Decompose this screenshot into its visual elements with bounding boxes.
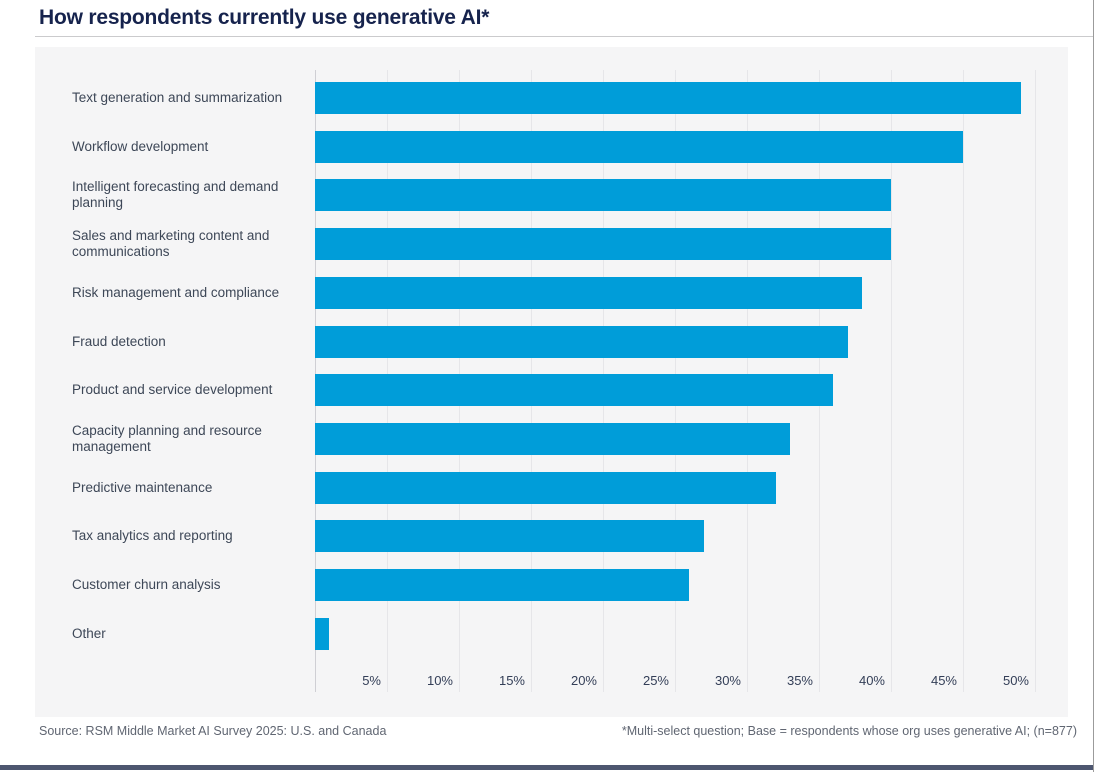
footer-note: *Multi-select question; Base = responden… — [621, 724, 1077, 738]
x-tick-label: 35% — [786, 673, 813, 688]
x-tick-label: 50% — [1002, 673, 1029, 688]
category-label: Risk management and compliance — [72, 284, 280, 300]
category-label: Intelligent forecasting and demand plann… — [72, 179, 279, 211]
category-label: Predictive maintenance — [72, 479, 213, 495]
gridline — [891, 70, 892, 692]
bar — [315, 374, 834, 407]
category-label: Fraud detection — [72, 333, 166, 349]
x-tick-label: 25% — [642, 673, 669, 688]
bar — [315, 569, 690, 601]
category-label: Customer churn analysis — [72, 577, 221, 593]
x-tick-label: 40% — [858, 673, 885, 688]
bar — [315, 471, 776, 504]
category-label: Product and service development — [72, 382, 273, 398]
x-tick-label: 45% — [930, 673, 957, 688]
category-label: Capacity planning and resource managemen… — [72, 422, 262, 454]
category-label: Text generation and summarization — [72, 90, 283, 106]
bar — [315, 520, 704, 553]
x-tick-label: 20% — [570, 673, 597, 688]
category-label: Sales and marketing content and communic… — [72, 228, 270, 260]
gridline — [963, 70, 964, 692]
chart-title: How respondents currently use generative… — [39, 6, 490, 29]
bar — [315, 276, 863, 309]
bar — [315, 179, 891, 212]
bottom-accent-bar — [0, 765, 1093, 770]
x-tick-label: 30% — [714, 673, 741, 688]
bar — [315, 422, 791, 455]
bar — [315, 82, 1021, 114]
x-tick-label: 15% — [498, 673, 525, 688]
bar — [315, 228, 891, 261]
x-tick-label: 10% — [426, 673, 453, 688]
bar — [315, 130, 963, 163]
chart-panel: 5% 10% 15% 20% 25% 30% 35% 40% 45% 50% Text genera… — [35, 47, 1068, 717]
title-divider — [35, 36, 1093, 37]
bar — [315, 617, 330, 650]
bar — [315, 325, 848, 358]
category-label: Other — [72, 625, 106, 641]
footer-source: Source: RSM Middle Market AI Survey 2025… — [39, 724, 387, 738]
category-label: Tax analytics and reporting — [72, 528, 233, 544]
category-label: Workflow development — [72, 138, 209, 154]
gridline — [1035, 70, 1036, 692]
x-tick-label: 5% — [362, 673, 381, 688]
